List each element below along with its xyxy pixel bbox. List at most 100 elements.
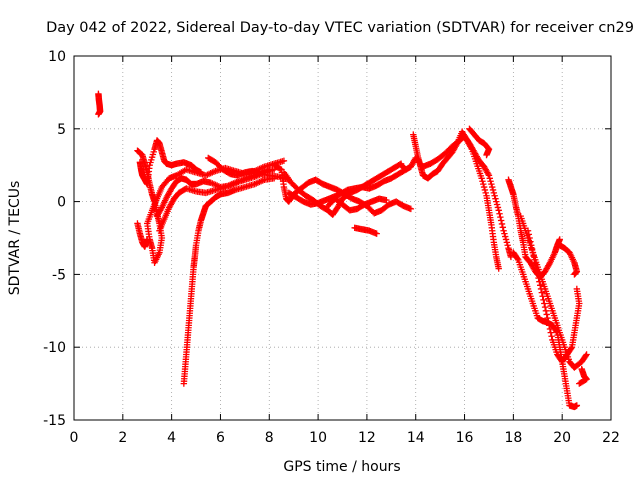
y-tick-label: 0 <box>57 195 66 211</box>
x-tick-label: 2 <box>118 430 127 446</box>
y-tick-label: 10 <box>48 49 66 65</box>
data-point <box>502 233 509 240</box>
data-point <box>493 198 500 205</box>
data-point <box>535 274 542 282</box>
data-point <box>493 201 501 208</box>
series-arc-t <box>524 227 583 365</box>
x-tick-label: 20 <box>553 430 571 446</box>
x-tick-label: 16 <box>456 430 474 446</box>
data-point <box>567 345 575 352</box>
data-point <box>478 175 485 182</box>
data-point <box>494 204 502 211</box>
data-point <box>489 186 497 194</box>
data-point <box>491 192 498 199</box>
data-point <box>504 242 511 249</box>
data-point <box>545 318 552 325</box>
data-point <box>495 207 502 214</box>
data-point <box>270 175 278 182</box>
data-point <box>542 307 550 314</box>
data-point <box>541 300 548 307</box>
data-point <box>480 183 488 191</box>
series-arc-m <box>351 224 380 237</box>
data-point <box>533 267 541 274</box>
x-axis-label: GPS time / hours <box>283 459 400 475</box>
series-arc-v <box>576 365 590 387</box>
data-point <box>492 195 499 202</box>
data-point <box>532 260 539 267</box>
data-point <box>266 166 273 173</box>
series-arc-k <box>280 160 405 218</box>
data-point <box>489 183 496 191</box>
data-point <box>95 111 102 118</box>
data-point <box>498 220 506 228</box>
data-point <box>502 236 510 243</box>
data-point <box>481 186 489 194</box>
data-point <box>383 196 390 204</box>
data-point <box>530 253 537 260</box>
plot-frame <box>73 55 612 421</box>
data-point <box>277 165 284 173</box>
y-tick-label: -10 <box>43 340 66 356</box>
data-point <box>485 172 493 179</box>
x-tick-label: 8 <box>265 430 274 446</box>
data-point <box>576 380 583 387</box>
data-point <box>577 379 584 387</box>
data-point <box>540 296 547 304</box>
x-tick-label: 12 <box>358 430 376 446</box>
data-point <box>544 314 551 322</box>
data-point <box>514 255 521 262</box>
y-tick-label: -15 <box>43 413 66 429</box>
data-point <box>486 175 493 182</box>
data-point <box>538 289 546 296</box>
x-tick-label: 4 <box>167 430 176 446</box>
data-point <box>497 213 504 221</box>
y-tick-label: -5 <box>52 267 66 283</box>
data-point <box>503 239 511 246</box>
data-point <box>582 352 589 359</box>
series-arc-o <box>410 128 502 272</box>
data-point <box>480 180 487 188</box>
data-point <box>484 170 492 178</box>
data-point <box>507 253 515 261</box>
data-point <box>500 227 507 234</box>
data-point <box>501 230 508 237</box>
y-axis-label: SDTVAR / TECUs <box>7 181 23 296</box>
axis-ticks: 0 2 4 6 8 10 12 14 16 18 20 22 -15 -10 -5 0 5 10 <box>43 49 620 446</box>
chart-title: Day 042 of 2022, Sidereal Day-to-day VTE… <box>46 20 634 36</box>
series-arc-c <box>134 220 151 250</box>
data-point <box>573 402 581 409</box>
data-point <box>483 151 490 159</box>
series-arc-h <box>205 154 273 179</box>
data-point <box>524 227 532 234</box>
data-point <box>548 333 555 340</box>
data-point <box>532 263 540 271</box>
data-point <box>482 189 489 197</box>
data-point <box>531 256 538 264</box>
y-tick-label: 5 <box>57 122 66 138</box>
data-point <box>499 224 506 231</box>
data-point <box>539 293 546 300</box>
data-point <box>583 351 590 358</box>
data-point <box>373 230 380 237</box>
data-point <box>197 169 205 176</box>
data-point <box>407 205 415 213</box>
series-arc-p <box>466 125 493 159</box>
series-arc-b <box>134 147 288 266</box>
data-point <box>573 285 581 293</box>
x-tick-label: 0 <box>70 430 79 446</box>
data-point <box>487 178 494 185</box>
data-point <box>528 245 536 253</box>
data-points <box>95 90 590 411</box>
data-point <box>541 303 549 311</box>
data-point <box>571 271 578 278</box>
series-arc-d <box>136 137 205 188</box>
x-tick-label: 6 <box>216 430 225 446</box>
data-point <box>525 231 533 238</box>
data-point <box>556 236 563 243</box>
data-point <box>488 180 495 188</box>
data-point <box>490 189 498 197</box>
series-arc-g <box>180 175 278 387</box>
data-point <box>529 249 537 256</box>
data-point <box>545 322 553 329</box>
